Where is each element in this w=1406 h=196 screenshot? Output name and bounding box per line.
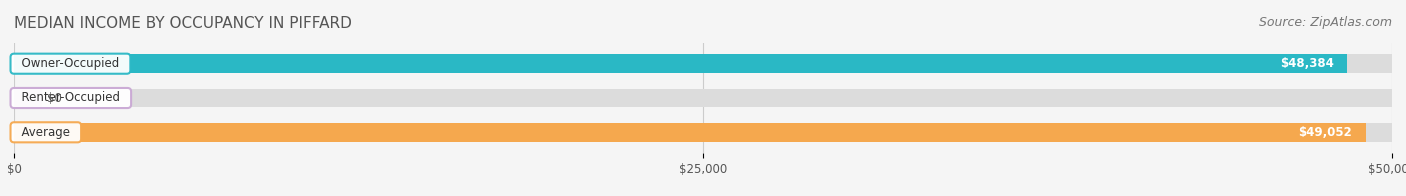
Bar (14, 89, 42, 107)
Text: $0: $0 (48, 92, 62, 104)
Text: $48,384: $48,384 (1279, 57, 1334, 70)
Bar (14, 54, 1347, 73)
Text: Average: Average (14, 126, 77, 139)
Text: Renter-Occupied: Renter-Occupied (14, 92, 128, 104)
Text: MEDIAN INCOME BY OCCUPANCY IN PIFFARD: MEDIAN INCOME BY OCCUPANCY IN PIFFARD (14, 16, 352, 31)
Text: Source: ZipAtlas.com: Source: ZipAtlas.com (1258, 16, 1392, 29)
Bar (14, 123, 1365, 142)
Bar (14, 123, 1392, 142)
Text: Owner-Occupied: Owner-Occupied (14, 57, 127, 70)
Bar (14, 54, 1392, 73)
Text: $49,052: $49,052 (1298, 126, 1353, 139)
Bar (14, 89, 1392, 107)
